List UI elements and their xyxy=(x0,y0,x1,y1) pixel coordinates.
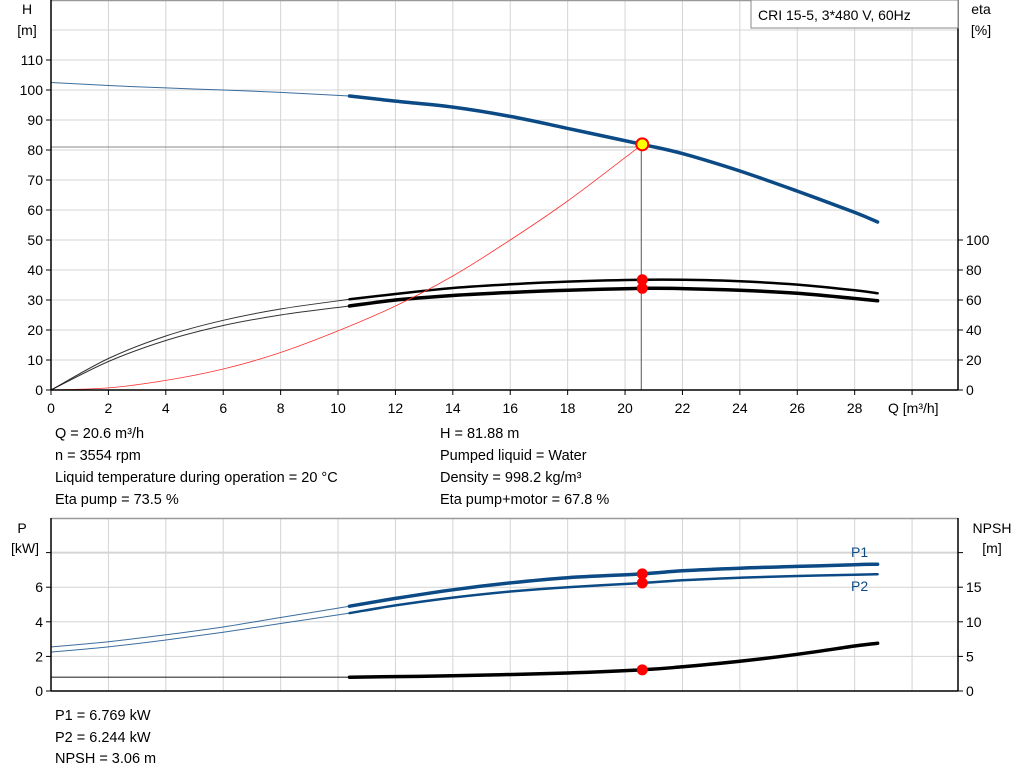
y-left-tick-label: 80 xyxy=(27,142,43,158)
top-curves xyxy=(50,82,880,391)
y-left-tick-label: 50 xyxy=(27,232,43,248)
y-left-tick-label: 0 xyxy=(35,683,43,699)
y-right-tick-label: 60 xyxy=(966,292,982,308)
y-left-tick-label: 90 xyxy=(27,112,43,128)
y-left-tick-label: 0 xyxy=(35,382,43,398)
p1-point xyxy=(636,568,648,580)
x-tick-label: 20 xyxy=(617,400,633,416)
y-right-tick-label: 15 xyxy=(966,579,982,595)
y-left-tick-label: 10 xyxy=(27,352,43,368)
y-left-tick-label: 110 xyxy=(21,52,44,68)
y-right-unit-top: [%] xyxy=(971,22,991,38)
x-tick-label: 0 xyxy=(47,400,55,416)
x-tick-label: 26 xyxy=(789,400,805,416)
y-right-tick-label: 5 xyxy=(966,648,974,664)
y-left-label-bottom: P xyxy=(17,520,26,536)
y-left-unit-top: [m] xyxy=(17,22,36,38)
info-temp: Liquid temperature during operation = 20… xyxy=(55,470,338,486)
x-tick-label: 4 xyxy=(162,400,170,416)
y-right-tick-label: 40 xyxy=(966,322,982,338)
x-tick-label: 22 xyxy=(675,400,691,416)
legend-p2: P2 xyxy=(851,578,868,594)
x-tick-label: 28 xyxy=(847,400,863,416)
info-p1: P1 = 6.769 kW xyxy=(55,708,151,724)
p2-point xyxy=(636,577,648,589)
chart-title: CRI 15-5, 3*480 V, 60Hz xyxy=(758,7,911,23)
info-top-left: Q = 20.6 m³/h n = 3554 rpm Liquid temper… xyxy=(55,426,338,508)
info-eta-pump: Eta pump = 73.5 % xyxy=(55,492,179,508)
npsh-point xyxy=(636,664,648,676)
operating-point xyxy=(635,137,650,152)
y-right-tick-label: 20 xyxy=(966,352,982,368)
y-right-tick-label: 0 xyxy=(966,683,974,699)
info-bottom: P1 = 6.769 kW P2 = 6.244 kW NPSH = 3.06 … xyxy=(55,708,156,767)
y-right-unit-bottom: [m] xyxy=(982,540,1001,556)
x-tick-label: 2 xyxy=(105,400,113,416)
legend-p1: P1 xyxy=(851,544,868,560)
p1-curve-extended xyxy=(50,605,350,648)
y-left-tick-label: 4 xyxy=(35,614,43,630)
info-n: n = 3554 rpm xyxy=(55,448,141,464)
x-tick-label: 14 xyxy=(445,400,461,416)
info-density: Density = 998.2 kg/m³ xyxy=(440,470,582,486)
y-left-tick-label: 40 xyxy=(27,262,43,278)
x-tick-label: 12 xyxy=(388,400,404,416)
y-left-tick-label: 2 xyxy=(35,648,43,664)
info-liquid: Pumped liquid = Water xyxy=(440,448,587,464)
y-left-tick-label: 6 xyxy=(35,579,43,595)
x-tick-label: 10 xyxy=(330,400,346,416)
head-curve-extended xyxy=(50,82,350,97)
system-curve xyxy=(50,144,643,391)
eta-pump-motor-point xyxy=(636,282,648,294)
bottom-curves xyxy=(50,562,880,679)
y-right-tick-label: 100 xyxy=(966,232,990,248)
x-tick-label: 8 xyxy=(277,400,285,416)
y-left-unit-bottom: [kW] xyxy=(11,540,39,556)
x-tick-label: 18 xyxy=(560,400,576,416)
x-tick-label: 16 xyxy=(502,400,518,416)
y-left-tick-label: 100 xyxy=(20,82,44,98)
title-box xyxy=(750,0,959,29)
y-right-label-top: eta xyxy=(971,1,991,17)
y-right-label-bottom: NPSH xyxy=(973,520,1012,536)
info-p2: P2 = 6.244 kW xyxy=(55,730,151,746)
y-right-tick-label: 0 xyxy=(966,382,974,398)
p2-curve-extended xyxy=(50,612,350,653)
info-npsh: NPSH = 3.06 m xyxy=(55,751,156,767)
x-tick-label: 6 xyxy=(219,400,227,416)
eta-pump-point xyxy=(636,274,648,286)
x-tick-label: 24 xyxy=(732,400,748,416)
y-left-tick-label: 20 xyxy=(27,322,43,338)
top-grid xyxy=(51,0,958,390)
npsh-curve xyxy=(347,641,880,679)
head-curve xyxy=(347,94,880,224)
eta_pump-curve-extended xyxy=(50,298,350,391)
info-eta-pump-motor: Eta pump+motor = 67.8 % xyxy=(440,492,609,508)
y-left-tick-label: 60 xyxy=(27,202,43,218)
y-left-tick-label: 30 xyxy=(27,292,43,308)
x-axis-label: Q [m³/h] xyxy=(888,400,939,416)
y-right-tick-label: 80 xyxy=(966,262,982,278)
bottom-grid xyxy=(51,518,958,691)
eta_pump_motor-curve-extended xyxy=(50,305,350,391)
info-top-right: H = 81.88 m Pumped liquid = Water Densit… xyxy=(440,426,609,508)
y-right-tick-label: 10 xyxy=(966,614,982,630)
info-q: Q = 20.6 m³/h xyxy=(55,426,144,442)
y-left-tick-label: 70 xyxy=(27,172,43,188)
info-h: H = 81.88 m xyxy=(440,426,519,442)
y-left-label-top: H xyxy=(22,1,32,17)
